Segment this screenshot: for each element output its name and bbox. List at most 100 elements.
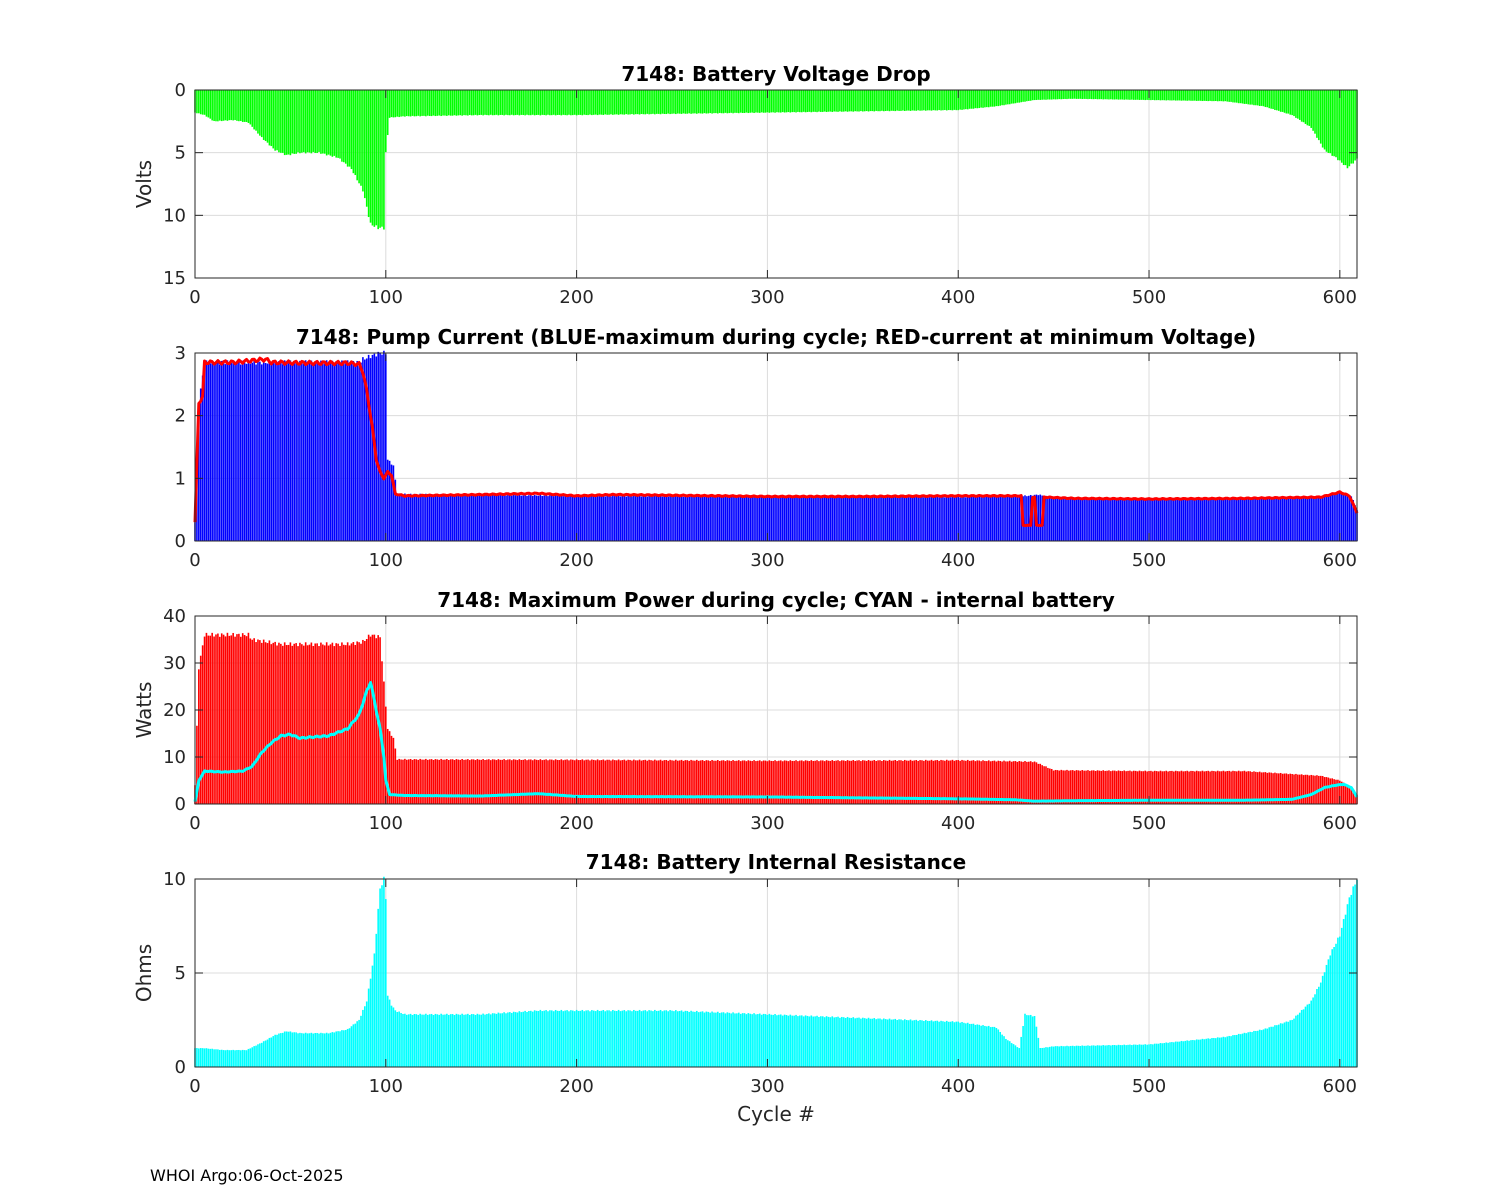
power-bar (413, 759, 416, 804)
voltage-bar (1287, 90, 1290, 114)
resistance-bar (1150, 1044, 1152, 1067)
resistance-bar (1022, 1026, 1024, 1067)
power-bar (705, 760, 708, 804)
current-bar (1190, 498, 1192, 541)
voltage-bar (739, 90, 742, 113)
power-bar (1108, 770, 1110, 804)
voltage-bar (426, 90, 429, 116)
resistance-bar (881, 1019, 883, 1067)
current-bar (1121, 499, 1124, 541)
voltage-bar (633, 90, 635, 115)
power-bar (615, 760, 618, 804)
current-bar (770, 496, 773, 541)
current-bar (1026, 496, 1028, 541)
power-bar (921, 760, 923, 804)
current-bar (913, 496, 916, 541)
voltage-bar (867, 90, 870, 112)
resistance-bar (1279, 1023, 1282, 1067)
power-bar (1102, 770, 1105, 804)
resistance-bar (839, 1017, 841, 1067)
resistance-bar (1310, 1000, 1313, 1067)
power-bar (886, 760, 889, 804)
resistance-bar (1043, 1047, 1045, 1067)
power-bar (1012, 761, 1015, 804)
current-bar (774, 496, 776, 541)
power-bar (1247, 771, 1250, 804)
current-bar (917, 497, 919, 541)
power-bar (320, 642, 322, 804)
power-bar (299, 642, 301, 804)
current-bar (1062, 498, 1064, 541)
power-bar (673, 760, 675, 804)
power-bar (764, 760, 767, 804)
resistance-bar (745, 1014, 748, 1067)
power-bar (493, 759, 496, 804)
power-bar (1167, 771, 1169, 804)
current-bar (1232, 497, 1234, 541)
resistance-bar (610, 1011, 612, 1067)
voltage-bar (385, 90, 387, 153)
resistance-bar (526, 1011, 528, 1067)
power-bar (837, 760, 839, 804)
current-bar (219, 364, 221, 541)
power-bar (1264, 772, 1267, 804)
voltage-bar (510, 90, 513, 115)
resistance-bar (1293, 1018, 1295, 1067)
resistance-bar (243, 1050, 246, 1067)
voltage-bar (863, 90, 866, 112)
voltage-bar (688, 90, 690, 114)
power-bar (262, 639, 265, 804)
power-bar (675, 759, 677, 804)
power-bar (1005, 761, 1007, 804)
power-bar (449, 759, 452, 804)
power-bar (1117, 770, 1120, 804)
resistance-bar (428, 1014, 431, 1067)
voltage-bar (600, 90, 603, 115)
power-bar (1037, 763, 1040, 804)
power-bar (344, 645, 347, 804)
current-bar (358, 362, 360, 541)
voltage-bar (379, 90, 381, 228)
power-bar (766, 761, 769, 804)
resistance-bar (842, 1017, 845, 1067)
power-bar (392, 737, 395, 804)
voltage-bar (1234, 90, 1236, 103)
voltage-bar (1167, 90, 1169, 101)
current-bar (426, 494, 429, 541)
current-bar (833, 497, 835, 541)
current-bar (722, 496, 725, 541)
voltage-bar (198, 90, 200, 114)
resistance-bar (499, 1013, 502, 1067)
voltage-bar (1083, 90, 1085, 99)
resistance-bar (350, 1026, 353, 1067)
resistance-bar (545, 1010, 547, 1067)
power-bar (400, 759, 402, 804)
voltage-bar (699, 90, 702, 114)
power-bar (961, 759, 963, 804)
current-bar (552, 496, 555, 541)
current-y-tick-label: 0 (175, 531, 186, 552)
current-bar (1243, 497, 1246, 541)
resistance-bar (352, 1024, 355, 1067)
voltage-bar (241, 90, 244, 122)
resistance-y-tick-label: 10 (163, 869, 186, 890)
resistance-bar (386, 995, 389, 1067)
current-bar (449, 494, 452, 541)
voltage-bar (392, 90, 395, 118)
voltage-bar (533, 90, 536, 116)
current-bar (919, 496, 921, 541)
voltage-bar (312, 90, 315, 152)
power-bar (1308, 775, 1311, 804)
current-bar (1197, 498, 1200, 541)
current-bar (955, 496, 958, 541)
power-bar (404, 758, 406, 804)
current-bar (1295, 496, 1297, 541)
resistance-bar (919, 1020, 921, 1067)
voltage-bar (1150, 90, 1152, 101)
resistance-bar (862, 1017, 864, 1067)
current-bar (348, 364, 351, 541)
power-bar (312, 646, 315, 804)
resistance-bar (1073, 1046, 1076, 1067)
voltage-bar (924, 90, 927, 111)
current-bar (703, 496, 706, 541)
